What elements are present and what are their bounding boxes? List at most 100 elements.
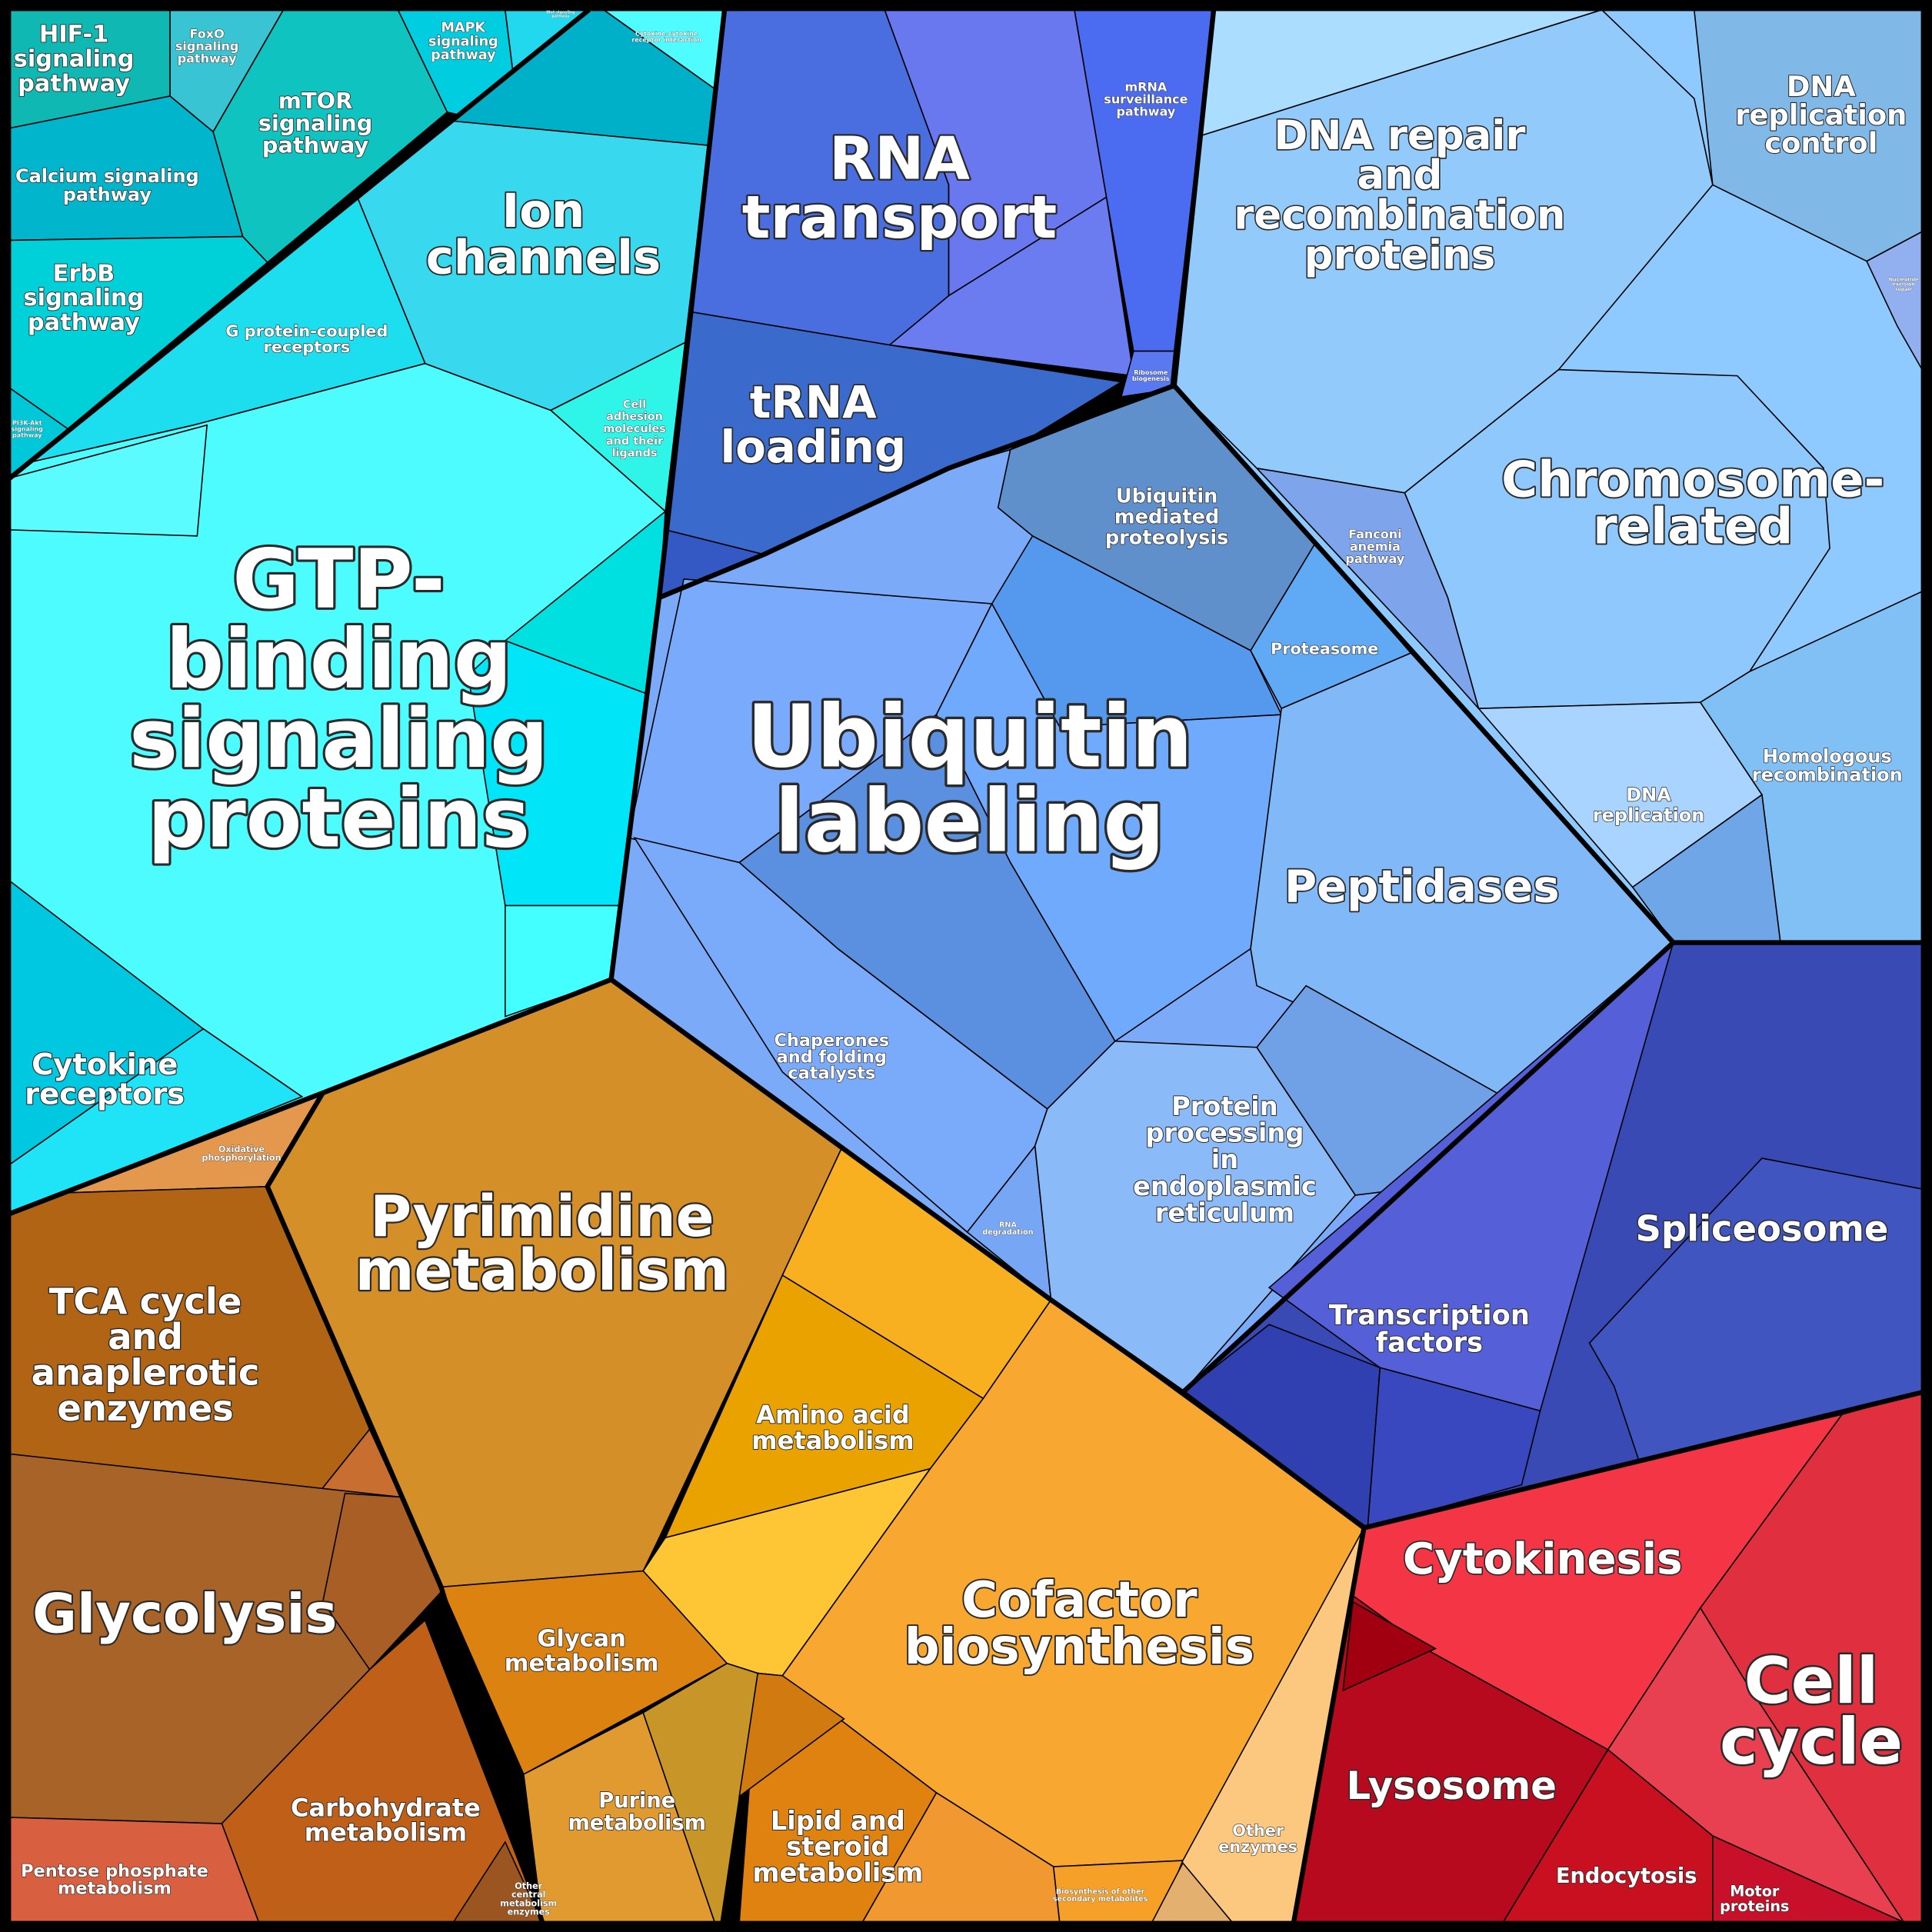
label-line: repair <box>1895 286 1913 292</box>
label-line: Proteasome <box>1271 640 1378 658</box>
label-line: in <box>1211 1144 1238 1174</box>
label-line: adhesion <box>606 411 663 423</box>
label-line: Other <box>1232 1821 1284 1840</box>
label-line: Glycan <box>537 1625 625 1652</box>
cell-protein-processing[interactable] <box>1034 1040 1357 1394</box>
label-line: and <box>1357 152 1442 199</box>
label-line: pathway <box>28 309 140 336</box>
label-line: DNA <box>1787 70 1856 103</box>
label-line: molecules <box>603 423 666 435</box>
label-line: pathway <box>1345 551 1404 566</box>
label-line: endoplasmic <box>1133 1171 1317 1201</box>
label-cytokine-cytokine: Cytokine-cytokine receptor interaction <box>631 30 701 43</box>
label-trna-loading: tRNA loading <box>721 376 907 473</box>
cell-purine-sub <box>642 1662 759 1923</box>
label-line: Amino acid <box>756 1400 910 1429</box>
label-line: Fanconi <box>1348 527 1402 541</box>
label-line: mediated <box>1114 506 1219 529</box>
label-line: Cofactor <box>961 1572 1198 1629</box>
label-line: tRNA <box>750 376 877 428</box>
label-rna-transport: RNA transport <box>742 125 1058 252</box>
label-line: Cell <box>1744 1644 1879 1718</box>
label-line: FoxO <box>190 27 225 42</box>
label-line: proteins <box>1720 1897 1789 1915</box>
label-gpcr: G protein-coupled receptors <box>225 321 388 356</box>
label-line: ErbB <box>53 260 115 287</box>
label-wnt: Wnt signaling pathway <box>546 11 575 19</box>
label-line: signaling <box>428 34 498 49</box>
label-line: Cytokinesis <box>1403 1534 1682 1584</box>
label-dna-replication-control: DNA replication control <box>1735 70 1907 160</box>
label-line: processing <box>1145 1118 1304 1148</box>
label-line: Transcription <box>1329 1300 1530 1331</box>
label-line: channels <box>426 231 661 285</box>
label-mtor: mTOR signaling pathway <box>258 88 373 158</box>
label-line: Biosynthesis of other <box>1056 1887 1145 1896</box>
label-line: signaling <box>129 691 548 786</box>
label-line: Ubiquitin <box>1116 485 1218 508</box>
label-chaperones: Chaperones and folding catalysts <box>774 1031 890 1084</box>
cell-cell-adhesion[interactable] <box>549 341 686 513</box>
cell-lysosome-sub <box>1342 1601 1437 1692</box>
label-line: Motor <box>1730 1883 1780 1900</box>
label-line: G protein-coupled <box>225 321 388 340</box>
label-line: pathway <box>18 70 130 97</box>
label-line: Spliceosome <box>1635 1208 1888 1249</box>
label-line: metabolism <box>500 1898 557 1908</box>
label-line: signaling <box>14 45 135 72</box>
label-line: proteins <box>1304 232 1496 278</box>
label-protein-processing: Protein processing in endoplasmic reticulum <box>1133 1091 1317 1228</box>
label-motor-proteins: Motor proteins <box>1720 1883 1789 1915</box>
label-line: metabolism <box>355 1238 729 1304</box>
label-line: cycle <box>1720 1704 1903 1779</box>
label-glycan: Glycan metabolism <box>505 1625 659 1677</box>
label-line: pathway <box>431 48 496 63</box>
label-purine: Purine metabolism <box>568 1789 706 1835</box>
label-line: factors <box>1376 1327 1483 1358</box>
label-line: receptors <box>264 338 351 356</box>
label-line: Peptidases <box>1284 861 1560 913</box>
label-line: enzymes <box>1218 1837 1297 1856</box>
label-line: Ribosome <box>1134 369 1168 376</box>
label-glycolysis: Glycolysis <box>32 1583 337 1646</box>
label-line: degradation <box>982 1228 1033 1237</box>
label-line: recombination <box>1752 764 1903 786</box>
label-line: Chaperones <box>774 1031 890 1051</box>
label-line: Lysosome <box>1347 1764 1557 1808</box>
label-line: Oxidative <box>218 1144 265 1154</box>
label-line: enzymes <box>508 1907 551 1917</box>
cell-fanconi[interactable] <box>1254 467 1480 709</box>
label-line: receptors <box>25 1077 185 1111</box>
label-endocytosis: Endocytosis <box>1556 1864 1697 1888</box>
label-line: enzymes <box>57 1387 233 1429</box>
label-spliceosome: Spliceosome <box>1635 1208 1888 1249</box>
label-line: Cytokine-cytokine <box>635 30 698 37</box>
label-line: Chromosome- <box>1501 452 1884 509</box>
label-line: Wnt signaling <box>546 11 575 15</box>
label-fanconi: Fanconi anemia pathway <box>1345 527 1404 566</box>
label-transcription-factors: Transcription factors <box>1329 1300 1530 1358</box>
label-line: central <box>511 1890 546 1900</box>
label-line: excision <box>1892 281 1915 288</box>
label-line: signaling <box>12 426 44 433</box>
label-cell-cycle: Cell cycle <box>1720 1644 1903 1779</box>
label-ubiquitin-labeling: Ubiquitin labeling <box>747 687 1193 871</box>
label-other-enzymes: Other enzymes <box>1218 1821 1297 1856</box>
label-cell-adhesion: Cell adhesion molecules and their ligands <box>603 398 666 459</box>
label-line: pathway <box>178 52 237 66</box>
label-line: loading <box>721 421 907 473</box>
label-line: phosphorylation <box>202 1153 281 1163</box>
label-lysosome: Lysosome <box>1347 1764 1557 1808</box>
label-line: RNA <box>829 125 971 193</box>
label-biosynthesis-other: Biosynthesis of other secondary metabolit… <box>1053 1887 1148 1904</box>
label-line: pathway <box>12 432 42 439</box>
label-line: recombination <box>1234 192 1565 238</box>
label-line: and folding <box>777 1047 887 1067</box>
label-line: control <box>1764 127 1877 160</box>
label-line: DNA repair <box>1274 112 1525 159</box>
label-other-central: Other central metabolism enzymes <box>500 1881 557 1917</box>
label-line: pathway <box>63 184 152 205</box>
label-line: Other <box>515 1881 542 1891</box>
